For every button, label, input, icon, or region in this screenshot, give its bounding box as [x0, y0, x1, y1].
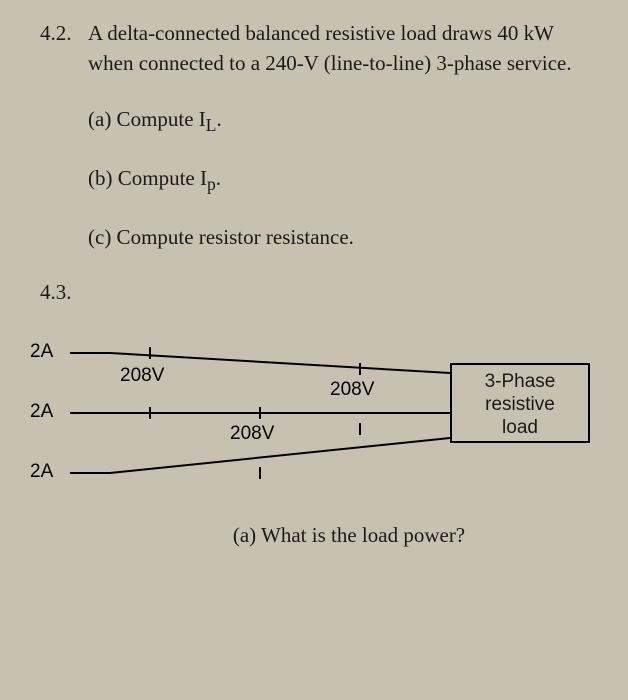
load-box: 3-Phaseresistiveload — [450, 363, 590, 443]
problem-4-2-number: 4.2. — [40, 18, 88, 48]
part-a-sub: L — [206, 115, 217, 135]
part-b-end: . — [216, 166, 221, 190]
problem-4-2-header: 4.2. A delta-connected balanced resistiv… — [40, 18, 598, 79]
problem-4-2-part-b: (b) Compute Ip. — [88, 166, 598, 195]
part-b-text: (b) Compute I — [88, 166, 207, 190]
three-phase-diagram: 3-Phaseresistiveload 2A 2A 2A 208V 208V 208V — [30, 323, 590, 493]
part-a-end: . — [217, 107, 222, 131]
problem-4-2-text: A delta-connected balanced resistive loa… — [88, 18, 598, 79]
voltage-label-3: 208V — [330, 379, 374, 401]
current-label-2: 2A — [30, 401, 53, 423]
voltage-label-2: 208V — [230, 423, 274, 445]
problem-4-3-number: 4.3. — [40, 280, 598, 305]
problem-4-2-part-a: (a) Compute IL. — [88, 107, 598, 136]
part-a-text: (a) Compute I — [88, 107, 206, 131]
part-b-sub: p — [207, 174, 216, 194]
problem-4-2-subparts: (a) Compute IL. (b) Compute Ip. (c) Comp… — [88, 107, 598, 250]
current-label-3: 2A — [30, 461, 53, 483]
problem-4-2-part-c: (c) Compute resistor resistance. — [88, 225, 598, 250]
problem-4-2: 4.2. A delta-connected balanced resistiv… — [40, 18, 598, 250]
voltage-label-1: 208V — [120, 365, 164, 387]
current-label-1: 2A — [30, 341, 53, 363]
problem-4-3-part-a: (a) What is the load power? — [100, 523, 598, 548]
